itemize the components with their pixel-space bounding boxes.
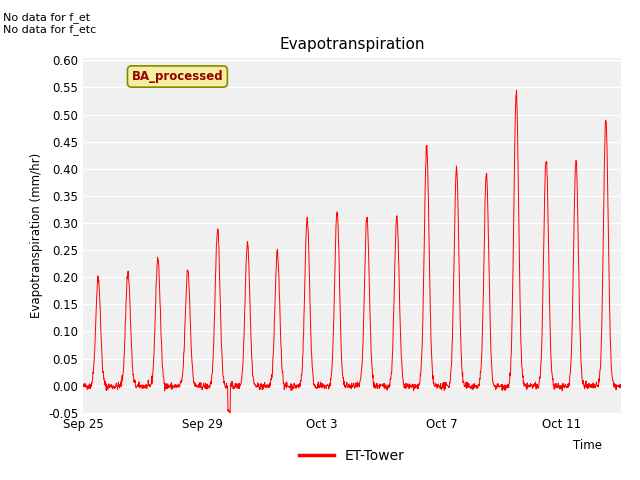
Text: No data for f_etc: No data for f_etc xyxy=(3,24,97,35)
Text: BA_processed: BA_processed xyxy=(132,70,223,83)
Text: No data for f_et: No data for f_et xyxy=(3,12,90,23)
Text: Time: Time xyxy=(573,439,602,452)
Y-axis label: Evapotranspiration (mm/hr): Evapotranspiration (mm/hr) xyxy=(29,153,42,318)
Legend: ET-Tower: ET-Tower xyxy=(294,443,410,468)
Title: Evapotranspiration: Evapotranspiration xyxy=(279,37,425,52)
